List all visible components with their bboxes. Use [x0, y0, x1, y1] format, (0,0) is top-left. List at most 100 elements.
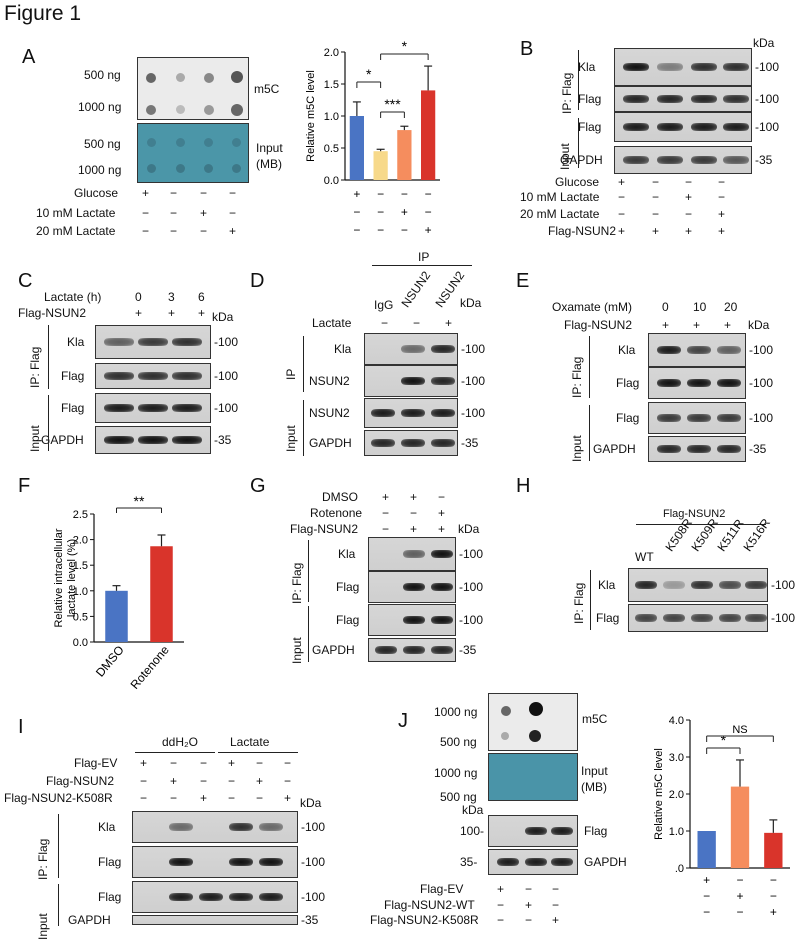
blot-band	[723, 156, 749, 164]
blot-band	[745, 614, 767, 622]
y-tick-label: 2.0	[73, 535, 88, 547]
blot-strip	[488, 815, 578, 847]
condition-sign: −	[142, 206, 150, 220]
blot-band	[138, 436, 168, 444]
blot-strip	[95, 363, 211, 389]
blot-band	[657, 346, 681, 354]
mw-marker: -35	[461, 436, 479, 450]
blot-dot	[501, 732, 509, 740]
condition-sign: +	[401, 205, 408, 219]
condition-label: Flag-EV	[420, 882, 464, 896]
band-label: Flag	[596, 611, 620, 625]
blot-band	[497, 858, 519, 866]
blot-strip	[132, 915, 298, 925]
mw-marker: -100	[771, 578, 796, 592]
condition-sign: −	[718, 190, 726, 204]
blot-band	[229, 893, 253, 901]
y-tick-label: 1.0	[669, 826, 684, 838]
input-label: Input	[558, 143, 572, 170]
condition-sign: +	[724, 318, 732, 332]
j-dot-blot-m5c	[488, 693, 578, 751]
blot-band	[104, 436, 134, 444]
mw-marker: -100	[755, 92, 780, 106]
mw-marker: -100	[459, 580, 484, 594]
condition-sign: −	[685, 207, 693, 221]
condition-label: 20 mM Lactate	[36, 224, 116, 238]
blot-band	[719, 614, 741, 622]
blot-band	[259, 823, 283, 831]
blot-band	[169, 858, 193, 866]
blot-band	[623, 156, 649, 164]
group-line	[218, 752, 298, 753]
mw-marker: -100	[771, 611, 796, 625]
blot-band	[623, 95, 649, 103]
condition-label: Flag-EV	[74, 756, 118, 770]
mw-marker: -35	[301, 913, 319, 927]
blot-band	[172, 372, 202, 380]
condition-sign: −	[497, 898, 505, 912]
blot-strip	[132, 881, 298, 913]
band-label: GAPDH	[309, 436, 352, 450]
ip-label: IP: Flag	[36, 838, 50, 880]
blot-band	[401, 409, 425, 417]
y-tick-label: 4.0	[669, 715, 684, 727]
blot-band	[551, 827, 573, 835]
bar	[373, 151, 388, 180]
condition-sign: −	[200, 186, 208, 200]
bar	[421, 90, 436, 180]
y-tick-label: 1.5	[324, 79, 339, 91]
blot-band	[691, 614, 713, 622]
row-label: 1000 ng	[434, 705, 478, 719]
input-label: Input	[28, 425, 42, 452]
a-dot-blot-mb	[137, 123, 249, 183]
condition-sign: −	[353, 223, 360, 237]
blot-band	[657, 414, 681, 422]
blot-band	[431, 409, 455, 417]
blot-strip	[95, 426, 211, 454]
mw-marker: -35	[749, 442, 767, 456]
panel-label-j: J	[398, 710, 408, 732]
blot-band	[745, 581, 767, 589]
condition-sign: +	[736, 889, 743, 903]
ip-label: IP	[284, 368, 298, 380]
mw-marker: -100	[461, 342, 486, 356]
condition-sign: −	[377, 223, 384, 237]
blot-strip	[628, 604, 768, 632]
figure-title: Figure 1	[4, 2, 82, 25]
j-mb-label: (MB)	[581, 780, 607, 794]
a-m5c-label: m5C	[254, 82, 280, 96]
ip-label: IP: Flag	[560, 72, 574, 114]
band-label: GAPDH	[68, 913, 111, 927]
sig-label: *	[402, 40, 408, 54]
condition-sign: −	[284, 774, 292, 788]
bar	[764, 832, 783, 868]
blot-band	[717, 445, 741, 453]
kda-label: kDa	[748, 318, 770, 332]
blot-band	[657, 445, 681, 453]
blot-strip	[614, 86, 752, 112]
condition-label: 10 mM Lactate	[36, 206, 116, 220]
y-axis-label: Relative m5C level	[305, 70, 317, 162]
blot-band	[663, 581, 685, 589]
condition-sign: −	[382, 506, 390, 520]
column-label: K508R	[662, 515, 696, 554]
band-label: Flag	[578, 120, 602, 134]
blot-band	[723, 63, 749, 71]
blot-band	[403, 646, 425, 654]
blot-strip	[95, 393, 211, 423]
blot-band	[371, 439, 395, 447]
blot-band	[401, 345, 425, 353]
blot-band	[657, 156, 683, 164]
condition-sign: −	[685, 175, 693, 189]
blot-strip	[648, 402, 746, 434]
condition-label: Flag-NSUN2-WT	[384, 898, 475, 912]
band-label: Flag	[98, 890, 122, 904]
condition-sign: −	[401, 187, 408, 201]
mw-marker: -100	[301, 855, 326, 869]
blot-band	[138, 338, 168, 346]
blot-strip	[614, 48, 752, 86]
condition-sign: −	[618, 207, 626, 221]
blot-band	[138, 404, 168, 412]
band-label: GAPDH	[312, 643, 355, 657]
ip-label: IP: Flag	[28, 346, 42, 388]
